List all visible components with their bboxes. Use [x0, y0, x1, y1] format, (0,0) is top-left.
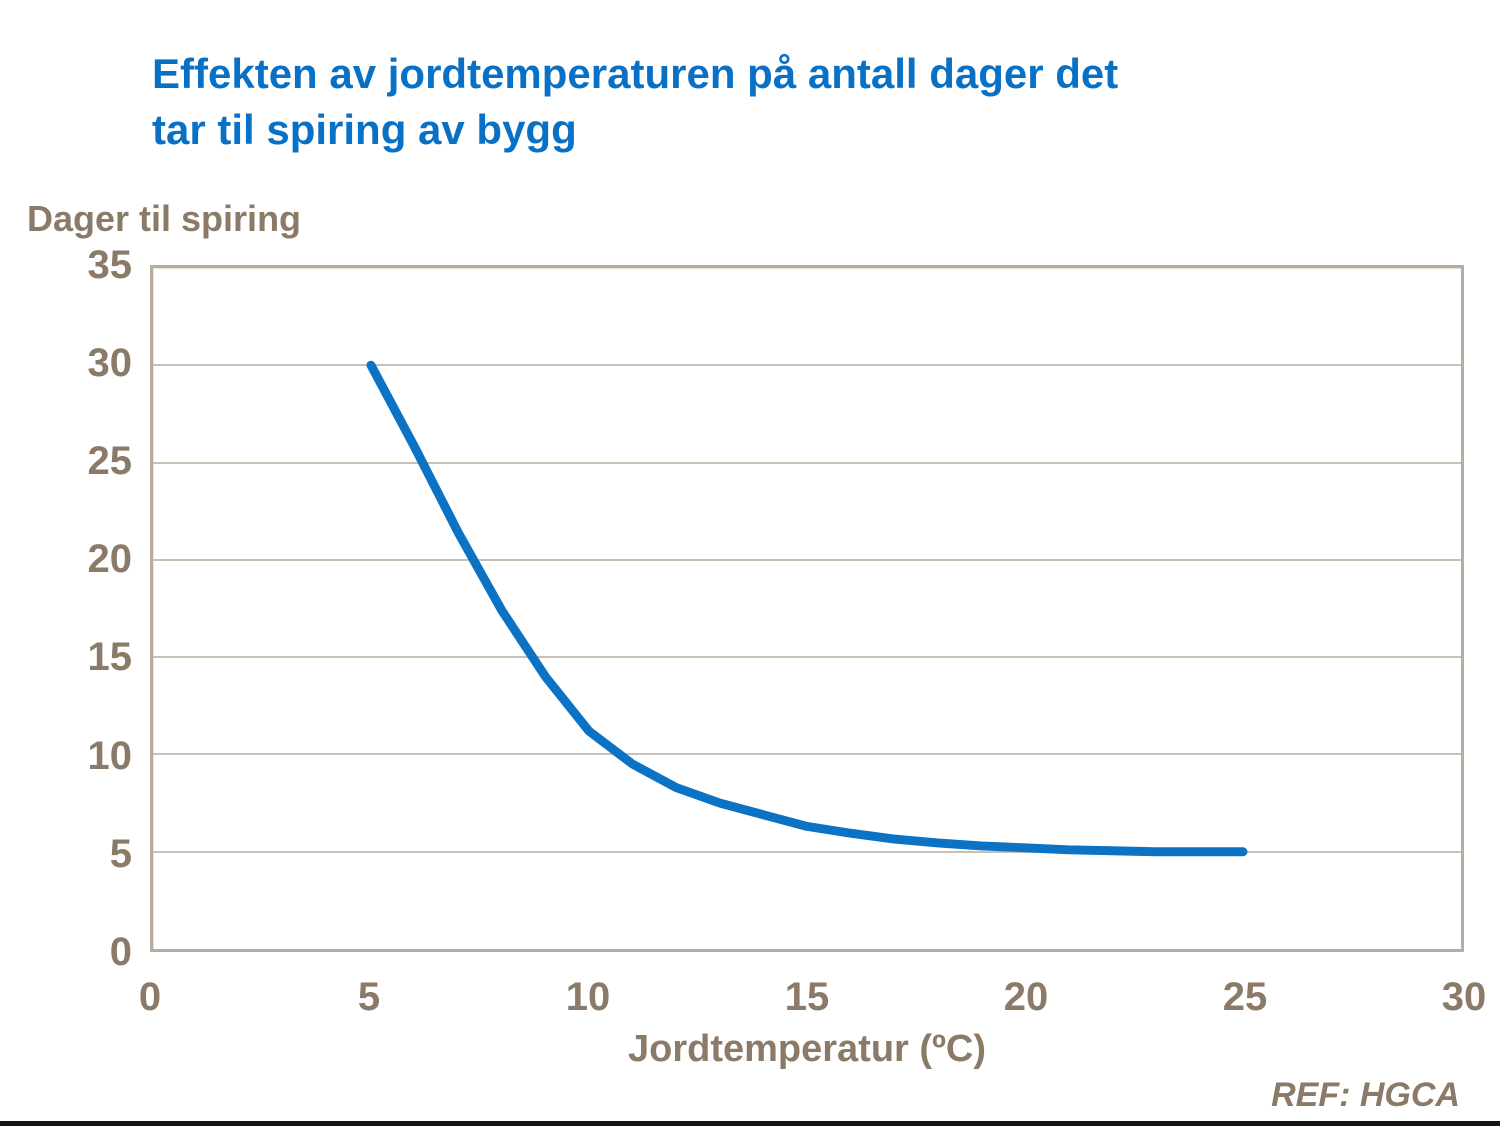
- y-tick-label: 20: [87, 537, 133, 581]
- y-tick-label: 30: [87, 341, 133, 385]
- y-tick-label: 10: [87, 734, 133, 778]
- y-tick-label: 5: [109, 832, 132, 876]
- chart-title-line1: Effekten av jordtemperaturen på antall d…: [152, 50, 1119, 97]
- plot-area: [150, 265, 1464, 952]
- y-axis-title: Dager til spiring: [27, 198, 302, 239]
- x-axis-title: Jordtemperatur (ºC): [627, 1028, 987, 1070]
- x-tick-label: 10: [565, 975, 611, 1019]
- x-tick-label: 25: [1222, 975, 1268, 1019]
- x-tick-label: 0: [138, 975, 162, 1019]
- gridline-25: [153, 461, 1461, 464]
- gridline-5: [153, 850, 1461, 853]
- germination-curve-svg: [366, 360, 1248, 857]
- x-tick-label: 30: [1441, 975, 1487, 1019]
- gridline-15: [153, 656, 1461, 659]
- footer-bar: [0, 1121, 1500, 1126]
- y-tick-label: 15: [87, 635, 133, 679]
- gridline-20: [153, 558, 1461, 561]
- gridline-30: [153, 364, 1461, 367]
- chart-title: Effekten av jordtemperaturen på antall d…: [152, 46, 1412, 158]
- gridline-10: [153, 753, 1461, 756]
- x-tick-label: 15: [784, 975, 830, 1019]
- y-tick-label: 0: [109, 930, 132, 974]
- reference-note: REF: HGCA: [1271, 1076, 1460, 1114]
- chart-title-line2: tar til spiring av bygg: [152, 106, 577, 153]
- y-tick-label: 35: [87, 243, 133, 287]
- x-tick-label: 20: [1003, 975, 1049, 1019]
- x-tick-label: 5: [357, 975, 381, 1019]
- y-tick-label: 25: [87, 439, 133, 483]
